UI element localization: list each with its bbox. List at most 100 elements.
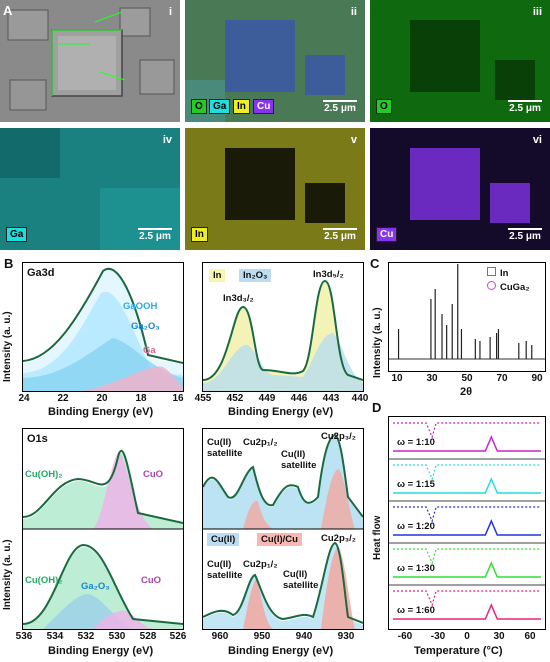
sem-image-tile: i	[0, 0, 180, 122]
eds-map-cu-tile: vi Cu 2.5 μm	[370, 128, 550, 250]
cu2p-xtick: 940	[295, 631, 313, 642]
xrd-xtick: 70	[496, 373, 508, 384]
tile-label-iii: iii	[532, 6, 542, 18]
dsc-label-2: ω = 1:15	[397, 479, 435, 490]
dsc-xtick: 30	[493, 631, 505, 642]
element-chip-in: In	[191, 227, 208, 242]
dsc-curves	[389, 422, 545, 620]
xrd-xtick: 50	[461, 373, 473, 384]
xrd-ylabel: Intensity (a. u.)	[372, 307, 383, 378]
in3d-legend-in2o3: In₂O₃	[239, 269, 272, 282]
o1s-bottom-ann-cuo: CuO	[141, 575, 162, 586]
xrd-xtick: 10	[391, 373, 403, 384]
o1s-plot: O1s Cu(OH)₂ CuO Cu(OH)₂ Ga₂O₃ CuO	[22, 428, 184, 630]
cu2p-plot: Cu(II) satellite Cu2p₁/₂ Cu(II) satellit…	[202, 428, 364, 630]
ga3d-xtick: 24	[18, 393, 30, 404]
dsc-label-3: ω = 1:20	[397, 521, 435, 532]
tile-label-iv: iv	[162, 134, 172, 146]
panel-letter-c: C	[370, 256, 380, 271]
in3d-xtick: 455	[194, 393, 212, 404]
tile-label-ii: ii	[350, 6, 357, 18]
xrd-legend-in-label: In	[500, 268, 509, 279]
xrd-xlabel: 2θ	[460, 386, 473, 398]
in3d-xtick: 449	[258, 393, 276, 404]
cu2p-xtick: 960	[211, 631, 229, 642]
dsc-cooling-curve	[393, 506, 541, 523]
sem-image	[0, 0, 180, 122]
in3d-plot: In In₂O₃ In3d₃/₂ In3d₅/₂	[202, 262, 364, 392]
legend-chip-in: In	[233, 99, 250, 114]
cu2p-legend-cu2: Cu(II)	[207, 533, 240, 546]
dsc-heating-curve	[393, 561, 541, 578]
legend-chip-cu: Cu	[253, 99, 275, 114]
cu2p-top-ann-sat2: Cu(II) satellite	[281, 449, 317, 471]
dsc-label-4: ω = 1:30	[397, 563, 435, 574]
in3d-peak-52: In3d₅/₂	[313, 269, 344, 280]
ga3d-xlabel: Binding Energy (eV)	[48, 406, 154, 418]
ga3d-plot: Ga3d GaOOH Ga₂O₃ Ga	[22, 262, 184, 392]
dsc-plot: ω = 1:10 ω = 1:15 ω = 1:20 ω = 1:30 ω = …	[388, 416, 546, 630]
o1s-top-ann-cuoh2: Cu(OH)₂	[25, 469, 63, 480]
o1s-xtick: 528	[139, 631, 157, 642]
scalebar: 2.5 μm	[508, 228, 542, 242]
in3d-xtick: 446	[290, 393, 308, 404]
dsc-heating-curve	[393, 603, 541, 620]
xrd-legend-cuga2-label: CuGa₂	[500, 282, 530, 293]
dsc-heating-curve	[393, 435, 541, 452]
ga3d-ann-ga2o3: Ga₂O₃	[131, 321, 160, 332]
xrd-plot: In CuGa₂	[388, 262, 546, 372]
xrd-legend-cuga2: CuGa₂	[487, 281, 530, 293]
element-chip-ga: Ga	[6, 227, 28, 242]
in3d-xlabel: Binding Energy (eV)	[228, 406, 334, 418]
dsc-xtick: -30	[430, 631, 446, 642]
scalebar: 2.5 μm	[508, 100, 542, 114]
o1s-top-ann-cuo: CuO	[143, 469, 164, 480]
xrd-legend-cuga2-marker	[487, 281, 496, 290]
dsc-label-1: ω = 1:10	[397, 437, 435, 448]
ga3d-xtick: 20	[96, 393, 108, 404]
cu2p-xlabel: Binding Energy (eV)	[228, 645, 334, 657]
dsc-cooling-curve	[393, 590, 541, 607]
xrd-legend-in-marker	[487, 267, 496, 276]
o1s-xtick: 536	[15, 631, 33, 642]
cu2p-xtick: 950	[253, 631, 271, 642]
ga3d-xtick: 22	[57, 393, 69, 404]
tile-label-v: v	[350, 134, 357, 146]
legend-chip-ga: Ga	[209, 99, 231, 114]
cu2p-bottom-ann-sat1: Cu(II) satellite	[207, 559, 243, 581]
o1s-spectrum	[23, 449, 183, 629]
xrd-pattern	[389, 264, 545, 360]
cu2p-bottom-ann-2p32: Cu2p₃/₂	[321, 533, 357, 544]
in3d-spectrum	[203, 279, 363, 391]
eds-map-o-tile: iii O 2.5 μm	[370, 0, 550, 122]
dsc-heating-curve	[393, 477, 541, 494]
scalebar: 2.5 μm	[138, 228, 172, 242]
in3d-xtick: 440	[351, 393, 369, 404]
o1s-xlabel: Binding Energy (eV)	[48, 645, 154, 657]
panel-letter-a: A	[3, 3, 13, 18]
dsc-cooling-curve	[393, 464, 541, 481]
dsc-cooling-curve	[393, 422, 541, 439]
in3d-legend-in: In	[209, 269, 226, 282]
panel-letter-d: D	[372, 400, 382, 415]
dsc-heating-curve	[393, 519, 541, 536]
cu2p-bottom-ann-2p12: Cu2p₁/₂	[243, 559, 278, 570]
dsc-xtick: -60	[397, 631, 413, 642]
ga3d-ylabel: Intensity (a. u.)	[2, 311, 13, 382]
o1s-xtick: 534	[46, 631, 64, 642]
scalebar: 2.5 μm	[323, 228, 357, 242]
dsc-xlabel: Temperature (°C)	[414, 645, 503, 657]
element-chip-o: O	[376, 99, 392, 114]
cu2p-top-ann-2p32: Cu2p₃/₂	[321, 431, 357, 442]
o1s-xtick: 530	[108, 631, 126, 642]
dsc-xtick: 0	[464, 631, 470, 642]
cu2p-spectrum	[203, 433, 363, 629]
cu2p-bottom-ann-sat2: Cu(II) satellite	[283, 569, 319, 591]
dsc-ylabel: Heat flow	[372, 515, 383, 560]
o1s-bottom-ann-cuoh2: Cu(OH)₂	[25, 575, 63, 586]
cu2p-xtick: 930	[337, 631, 355, 642]
o1s-xtick: 532	[77, 631, 95, 642]
ga3d-ann-ga: Ga	[143, 345, 156, 356]
legend-chip-o: O	[191, 99, 207, 114]
eds-overlay-tile: ii O Ga In Cu 2.5 μm	[185, 0, 365, 122]
